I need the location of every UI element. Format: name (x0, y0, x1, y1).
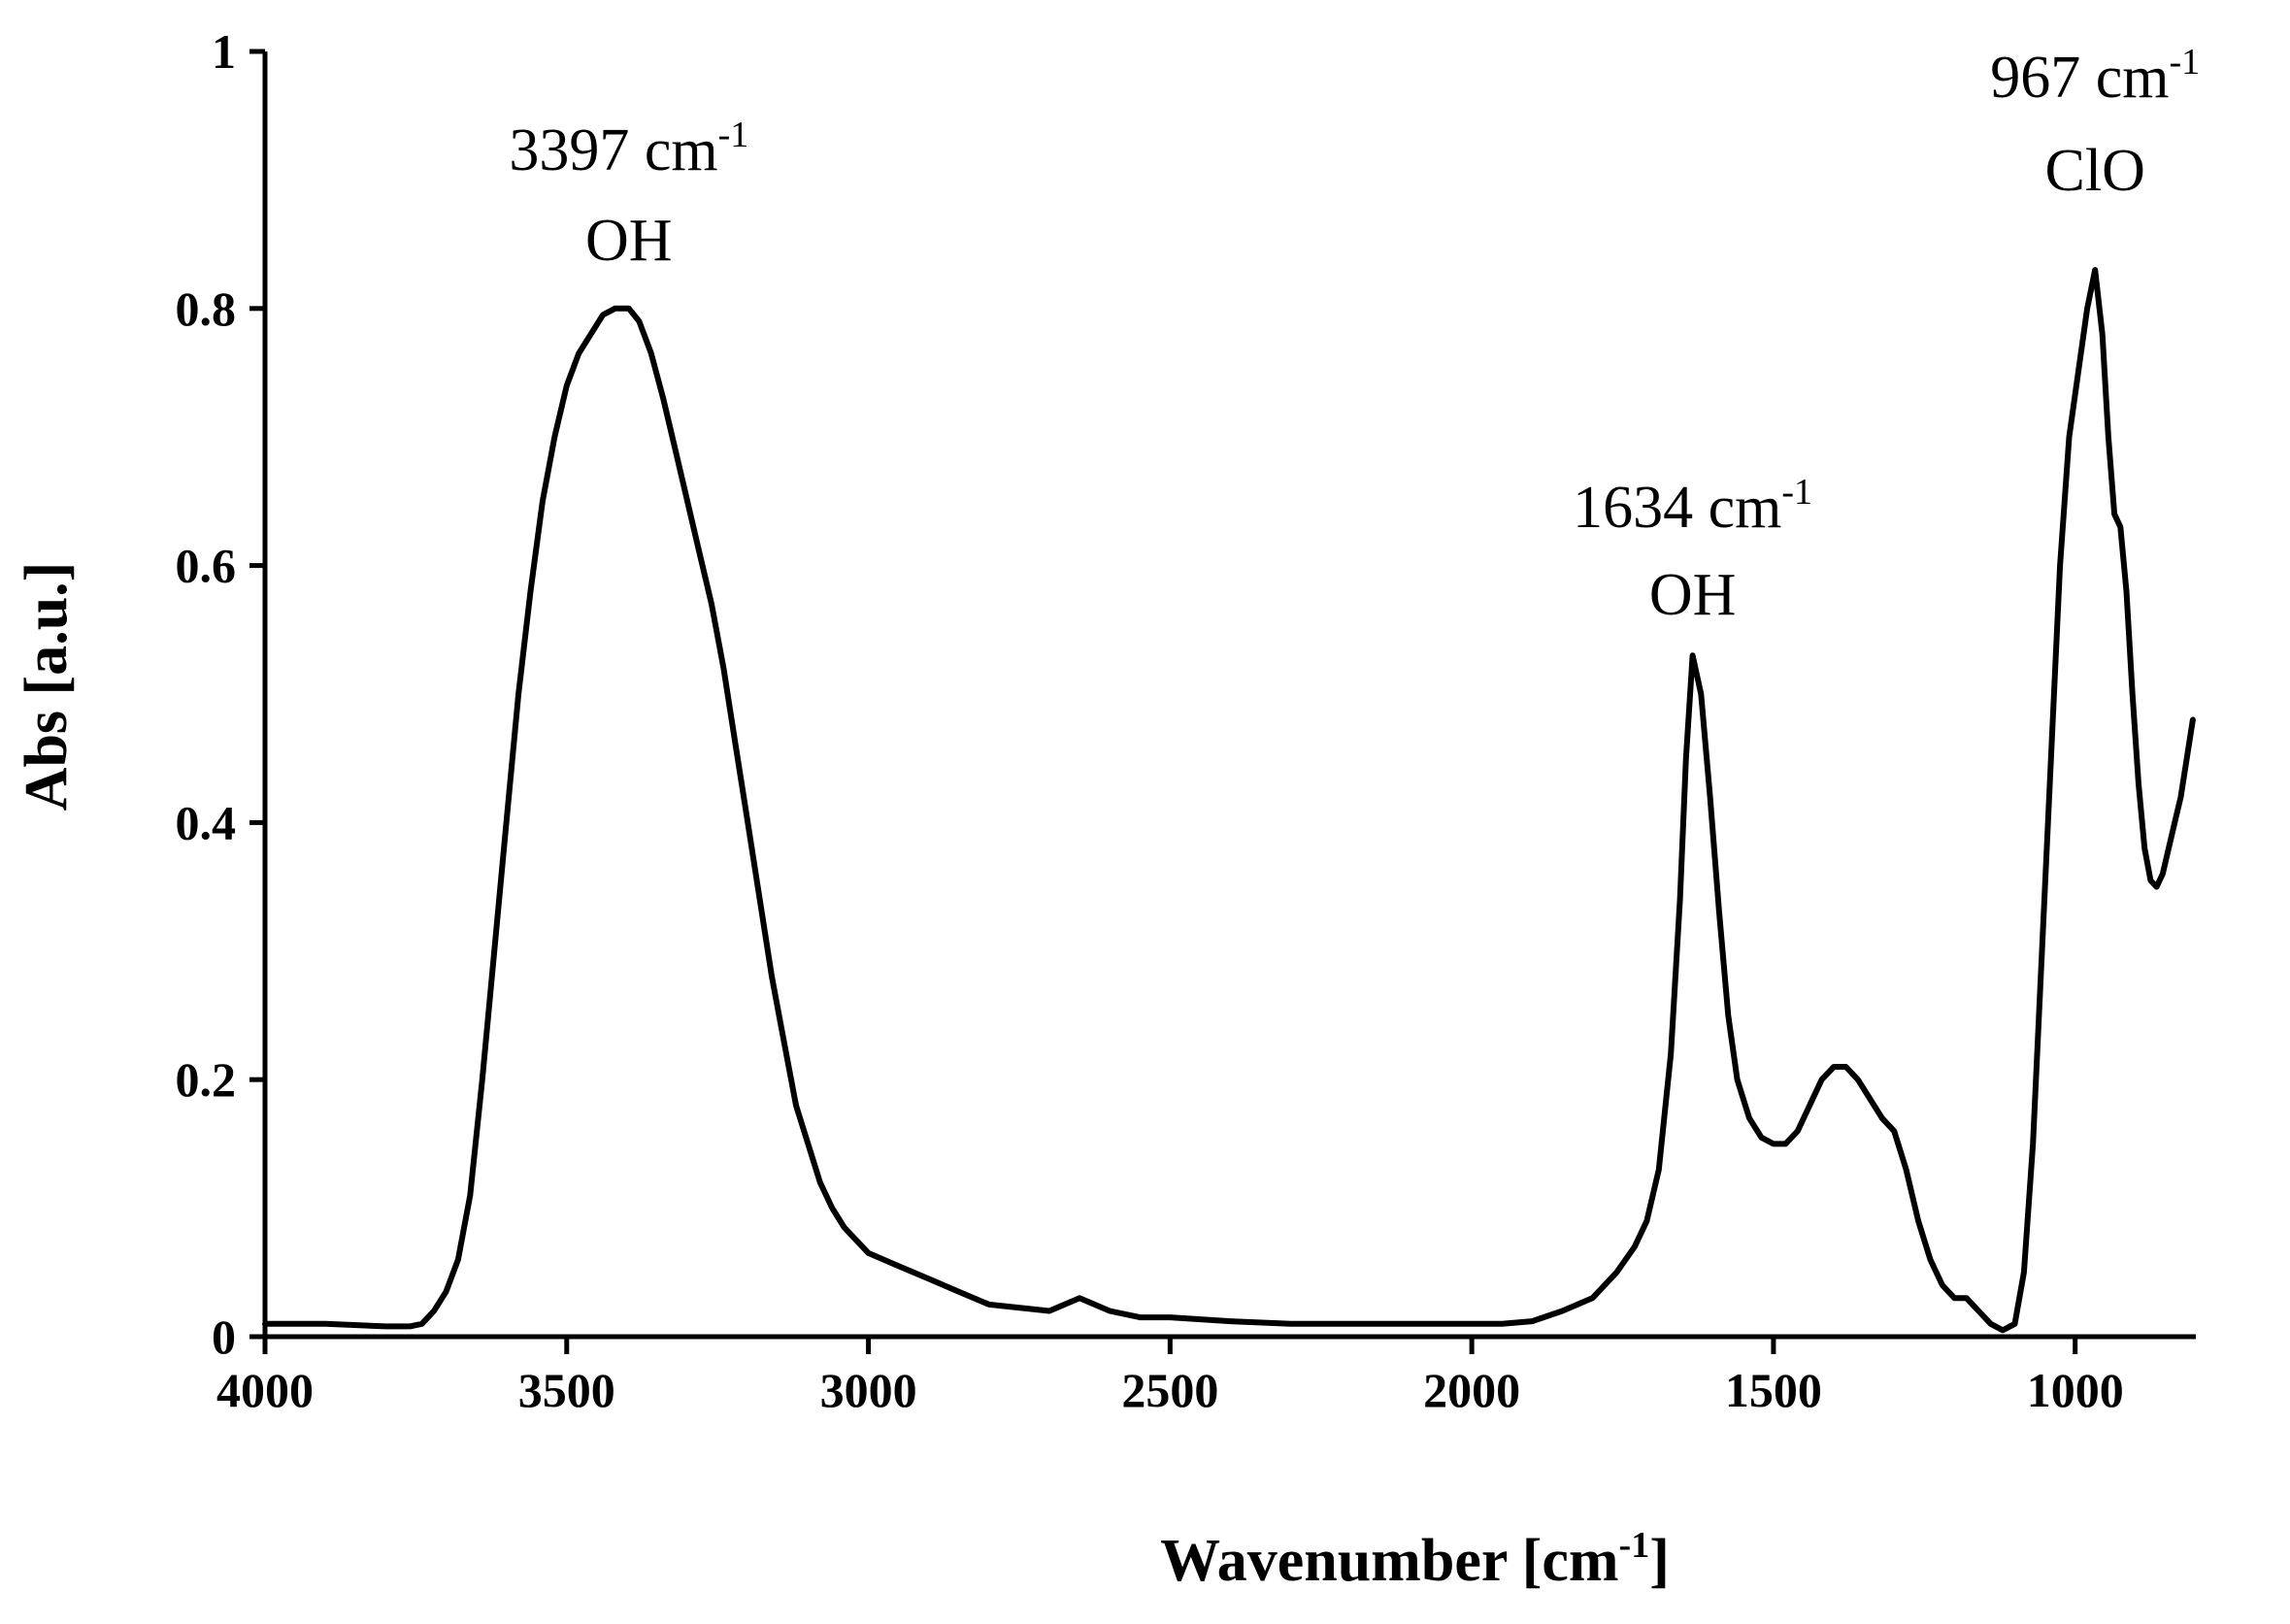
y-tick-label: 0.6 (176, 539, 237, 593)
x-tick-label: 3000 (820, 1363, 917, 1417)
peak-wavenumber-sup: -1 (1781, 472, 1812, 513)
peak-label: 3397 cm-1 (509, 115, 748, 183)
axes (249, 49, 2196, 1354)
peak-wavenumber-sup: -1 (718, 115, 749, 155)
y-tick-label: 0.4 (176, 795, 237, 849)
x-axis-title-text: Wavenumber [cm (1160, 1528, 1618, 1594)
x-tick-label: 4000 (216, 1363, 314, 1417)
peak-wavenumber: 3397 cm (509, 117, 717, 183)
peak-group-label: OH (1649, 562, 1737, 628)
peak-label: 1634 cm-1 (1573, 472, 1812, 541)
x-tick-label: 3500 (518, 1363, 615, 1417)
x-axis-title-sup: -1 (1619, 1525, 1650, 1566)
peak-group-label: ClO (2045, 138, 2145, 204)
x-tick-label: 1000 (2027, 1363, 2124, 1417)
spectrum-series-line (262, 267, 2196, 1334)
y-tick-label: 1 (212, 24, 236, 79)
x-tick-label: 1500 (1725, 1363, 1822, 1417)
x-tick-label: 2500 (1121, 1363, 1218, 1417)
peak-wavenumber: 1634 cm (1573, 475, 1781, 541)
labels: 0 0.2 0.4 0.6 0.8 1 4000 3500 3000 2500 2000 1500 10… (14, 24, 2200, 1594)
x-axis-title: Wavenumber [cm-1] (1160, 1525, 1670, 1594)
x-axis-title-end: ] (1649, 1528, 1670, 1594)
y-tick-label: 0 (212, 1309, 236, 1364)
x-tick-label: 2000 (1423, 1363, 1520, 1417)
y-tick-label: 0.2 (176, 1052, 237, 1107)
peak-wavenumber-sup: -1 (2169, 42, 2200, 83)
peak-group-label: OH (585, 208, 673, 274)
y-axis-title: Abs [a.u.] (14, 562, 80, 812)
plot-area (262, 267, 2196, 1334)
peak-label: 967 cm-1 (1990, 42, 2200, 111)
peak-wavenumber: 967 cm (1990, 45, 2169, 111)
y-tick-label: 0.8 (176, 282, 237, 336)
